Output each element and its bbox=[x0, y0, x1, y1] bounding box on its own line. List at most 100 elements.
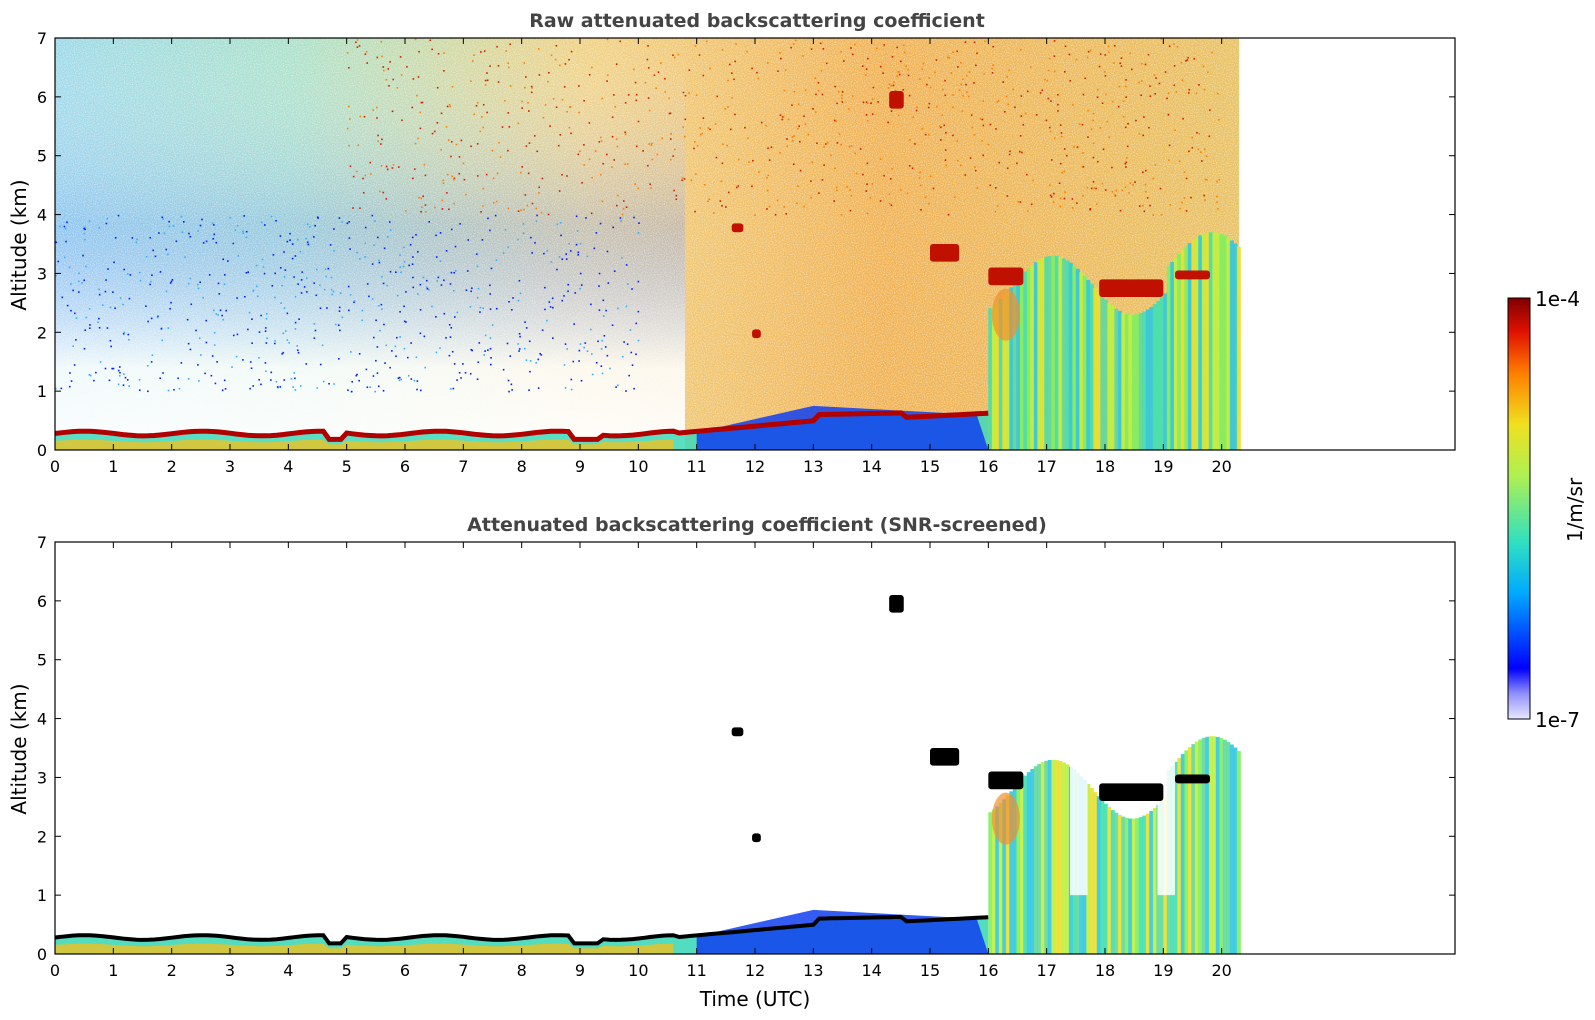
noise-dot bbox=[464, 371, 467, 374]
noise-dot bbox=[435, 316, 437, 318]
noise-dot bbox=[991, 72, 994, 74]
noise-dot bbox=[1138, 81, 1140, 84]
noise-dot bbox=[624, 131, 627, 134]
noise-dot bbox=[866, 120, 869, 122]
noise-dot bbox=[869, 196, 872, 199]
noise-dot bbox=[1099, 53, 1102, 55]
noise-dot bbox=[450, 155, 452, 158]
noise-dot bbox=[446, 105, 449, 108]
noise-dot bbox=[996, 205, 999, 207]
noise-dot bbox=[85, 316, 88, 319]
noise-dot bbox=[611, 116, 614, 119]
cloud-feature bbox=[988, 771, 1024, 790]
noise-dot bbox=[397, 166, 400, 168]
noise-dot bbox=[682, 126, 685, 128]
noise-dot bbox=[213, 331, 216, 334]
noise-dot bbox=[326, 307, 328, 309]
noise-dot bbox=[1019, 135, 1022, 137]
noise-dot bbox=[264, 330, 267, 332]
noise-dot bbox=[907, 68, 909, 71]
noise-dot bbox=[338, 310, 341, 312]
noise-dot bbox=[751, 67, 753, 70]
noise-dot bbox=[339, 292, 342, 295]
y-tick-label: 1 bbox=[37, 382, 47, 401]
noise-dot bbox=[366, 386, 369, 389]
noise-dot bbox=[274, 340, 276, 342]
noise-dot bbox=[1178, 160, 1181, 163]
noise-dot bbox=[564, 63, 567, 65]
noise-dot bbox=[621, 355, 624, 358]
noise-dot bbox=[646, 58, 649, 61]
noise-dot bbox=[519, 292, 522, 295]
noise-dot bbox=[656, 153, 659, 156]
noise-dot bbox=[952, 134, 954, 137]
cloud-feature bbox=[1099, 279, 1164, 297]
noise-dot bbox=[198, 380, 200, 382]
noise-dot bbox=[981, 139, 983, 142]
noise-dot bbox=[688, 69, 691, 71]
noise-dot bbox=[559, 133, 562, 136]
noise-dot bbox=[918, 177, 921, 179]
noise-dot bbox=[453, 289, 455, 292]
noise-dot bbox=[991, 67, 993, 70]
noise-dot bbox=[947, 213, 950, 216]
noise-dot bbox=[398, 376, 401, 379]
noise-dot bbox=[376, 236, 379, 239]
noise-dot bbox=[928, 77, 931, 79]
noise-dot bbox=[1063, 170, 1066, 173]
noise-dot bbox=[536, 150, 538, 153]
noise-dot bbox=[162, 372, 164, 374]
convective-column bbox=[1061, 762, 1066, 954]
noise-dot bbox=[482, 126, 485, 129]
noise-dot bbox=[77, 291, 80, 293]
noise-dot bbox=[380, 143, 382, 145]
noise-dot bbox=[565, 253, 568, 255]
noise-dot bbox=[707, 127, 710, 129]
noise-dot bbox=[1104, 189, 1107, 191]
noise-dot bbox=[606, 250, 609, 253]
noise-dot bbox=[1047, 97, 1050, 100]
noise-dot bbox=[139, 279, 142, 282]
noise-dot bbox=[88, 220, 91, 222]
noise-dot bbox=[84, 226, 86, 229]
noise-dot bbox=[533, 135, 536, 137]
noise-dot bbox=[117, 369, 120, 372]
noise-dot bbox=[968, 95, 970, 98]
noise-dot bbox=[721, 205, 723, 207]
noise-dot bbox=[1081, 123, 1084, 126]
noise-dot bbox=[1068, 53, 1071, 56]
noise-dot bbox=[200, 354, 202, 356]
noise-dot bbox=[1082, 165, 1085, 168]
noise-dot bbox=[495, 259, 498, 261]
convective-column bbox=[1086, 280, 1091, 450]
noise-dot bbox=[81, 281, 83, 284]
noise-dot bbox=[418, 50, 420, 53]
convective-column bbox=[1138, 817, 1143, 954]
noise-dot bbox=[940, 126, 942, 129]
convective-column bbox=[1019, 275, 1024, 450]
noise-dot bbox=[1092, 156, 1095, 159]
noise-dot bbox=[97, 321, 99, 324]
noise-dot bbox=[987, 143, 990, 146]
noise-dot bbox=[695, 94, 698, 97]
noise-dot bbox=[613, 94, 615, 96]
noise-dot bbox=[542, 116, 545, 119]
noise-dot bbox=[453, 177, 456, 180]
noise-dot bbox=[559, 64, 561, 67]
noise-dot bbox=[1053, 55, 1056, 57]
noise-dot bbox=[247, 328, 249, 331]
noise-dot bbox=[900, 60, 902, 63]
noise-dot bbox=[112, 367, 115, 370]
noise-dot bbox=[453, 202, 455, 205]
noise-dot bbox=[252, 385, 254, 387]
noise-dot bbox=[714, 123, 717, 125]
noise-dot bbox=[361, 309, 364, 312]
noise-dot bbox=[249, 387, 251, 390]
noise-dot bbox=[647, 164, 649, 167]
x-tick-label: 6 bbox=[400, 457, 410, 476]
noise-dot bbox=[313, 337, 316, 339]
noise-dot bbox=[458, 172, 461, 175]
noise-dot bbox=[507, 66, 510, 69]
cloud-feature bbox=[752, 833, 761, 843]
noise-dot bbox=[598, 309, 601, 311]
